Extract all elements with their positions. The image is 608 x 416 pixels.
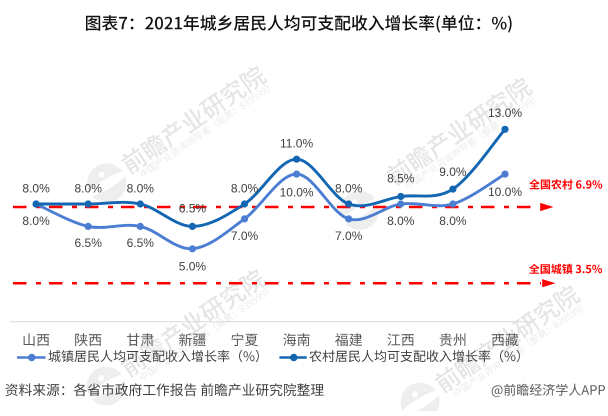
svg-text:8.0%: 8.0%	[22, 214, 50, 228]
svg-text:8.0%: 8.0%	[231, 182, 259, 196]
svg-text:8.0%: 8.0%	[127, 182, 155, 196]
svg-text:10.0%: 10.0%	[280, 185, 314, 199]
svg-text:6.5%: 6.5%	[75, 236, 103, 250]
svg-text:8.0%: 8.0%	[335, 182, 363, 196]
svg-text:5.0%: 5.0%	[179, 260, 207, 274]
svg-text:8.0%: 8.0%	[22, 182, 50, 196]
svg-text:13.0%: 13.0%	[488, 106, 522, 120]
svg-text:8.0%: 8.0%	[439, 214, 467, 228]
svg-text:9.0%: 9.0%	[439, 165, 467, 179]
svg-text:6.5%: 6.5%	[127, 236, 155, 250]
svg-text:11.0%: 11.0%	[280, 137, 313, 151]
svg-text:7.0%: 7.0%	[335, 229, 363, 243]
svg-text:10.0%: 10.0%	[488, 185, 522, 199]
svg-text:8.0%: 8.0%	[75, 182, 103, 196]
svg-text:8.0%: 8.0%	[387, 214, 415, 228]
svg-text:7.0%: 7.0%	[231, 229, 259, 243]
svg-text:6.5%: 6.5%	[179, 202, 207, 216]
svg-text:8.5%: 8.5%	[387, 172, 415, 186]
